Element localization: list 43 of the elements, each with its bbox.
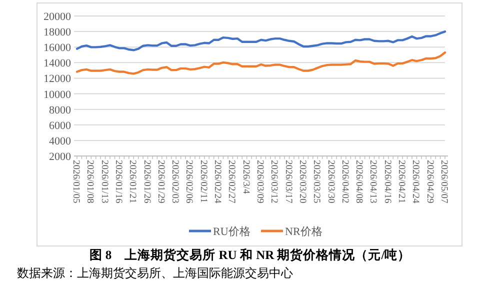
x-tick-label: 2026/02/06 — [184, 160, 194, 204]
y-tick-label: 2000 — [49, 151, 72, 163]
x-tick-label: 2026/02/27 — [226, 160, 236, 204]
y-tick-label: 10000 — [44, 88, 72, 101]
y-tick-label: 14000 — [44, 58, 72, 70]
legend-label: NR价格 — [285, 226, 322, 238]
x-tick-label: 2026/01/29 — [155, 160, 166, 204]
x-tick-label: 2026/03/20 — [296, 160, 307, 204]
x-tick-label: 2026/03/17 — [282, 160, 293, 204]
x-tick-label: 2026/04/02 — [339, 160, 350, 204]
x-tick-label: 2026/01/21 — [127, 160, 138, 204]
x-tick-label: 2026/03/30 — [325, 160, 336, 204]
x-tick-label: 2026/04/08 — [354, 160, 364, 204]
x-tick-label: 2026/01/26 — [141, 160, 152, 204]
x-tick-label: 2026/03/25 — [311, 160, 322, 204]
line-series — [76, 51, 446, 75]
x-tick-label: 2026/02/24 — [212, 160, 222, 204]
x-tick-label: 2026/04/13 — [368, 160, 378, 204]
y-tick-label: 4000 — [49, 135, 72, 148]
x-tick-label: 2026/02/11 — [198, 160, 208, 204]
x-tick-label: 2026/04/24 — [410, 160, 420, 204]
x-tick-label: 2026/02/03 — [170, 160, 180, 204]
y-tick-label: 18000 — [44, 26, 72, 39]
y-tick-label: 16000 — [44, 42, 72, 54]
x-tick-label: 2026/01/05 — [70, 160, 80, 204]
y-tick-label: 6000 — [49, 120, 72, 132]
x-tick-label: 2026/3/4 — [240, 160, 250, 194]
x-tick-label: 2026/05/07 — [438, 160, 448, 204]
source-note: 数据来源：上海期货交易所、上海国际能源交易中心 — [17, 266, 293, 280]
x-tick-label: 2026/01/13 — [98, 160, 109, 204]
line-series — [76, 30, 446, 52]
x-tick-label: 2026/01/16 — [112, 160, 123, 204]
x-tick-label: 2026/04/29 — [424, 160, 434, 204]
x-tick-label: 2026/04/16 — [382, 160, 392, 204]
y-tick-label: 12000 — [44, 73, 72, 86]
text: 图 8 上海期货交易所 RU 和 NR 期货价格情况（元/吨） — [89, 247, 411, 262]
x-tick-label: 2026/03/12 — [268, 160, 279, 204]
y-tick-label: 20000 — [44, 11, 72, 23]
x-tick-label: 2026/01/08 — [84, 160, 95, 204]
legend-label: RU价格 — [213, 226, 250, 238]
x-tick-label: 2026/03/09 — [254, 160, 264, 204]
y-tick-label: 8000 — [49, 104, 72, 116]
x-tick-label: 2026/04/21 — [396, 160, 406, 204]
